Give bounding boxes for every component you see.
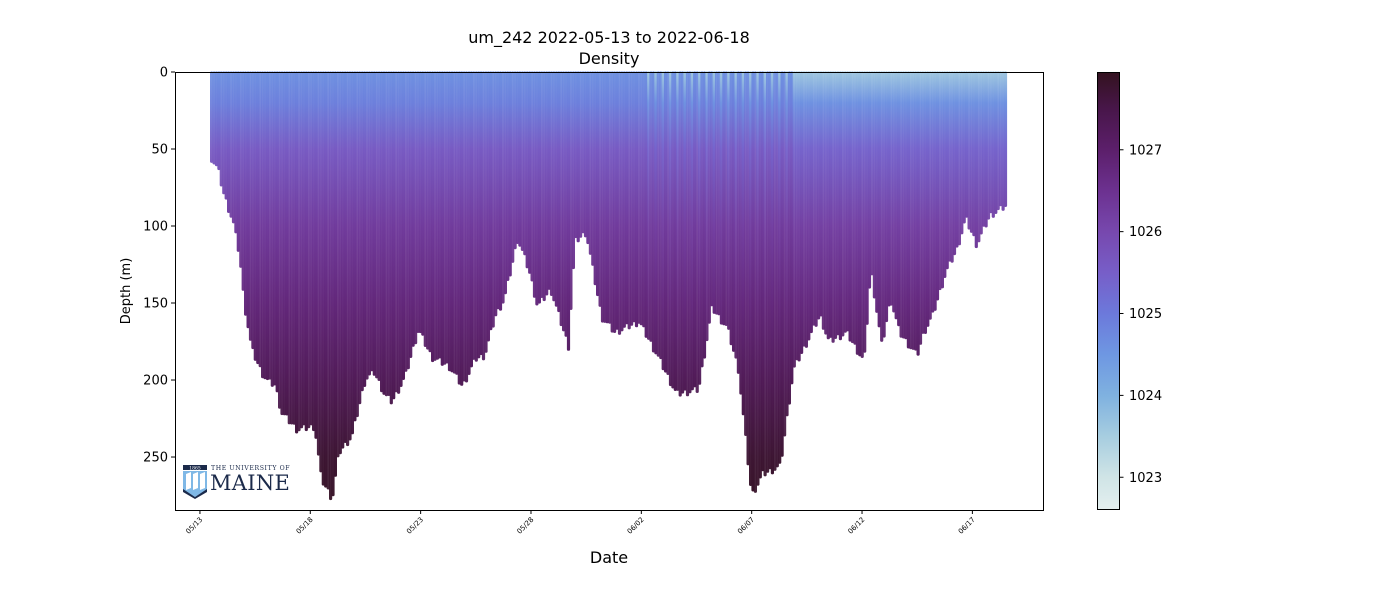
y-axis-label: Depth (m) <box>119 258 134 325</box>
x-axis-label: Date <box>590 548 628 567</box>
colorbar-tick-label: 1025 <box>1129 307 1162 322</box>
logo-book-icon <box>186 472 205 490</box>
y-tick-label: 200 <box>143 374 168 389</box>
colorbar-ticks: 1023 1024 1025 1026 1027 <box>1119 143 1162 486</box>
chart-title: um_242 2022-05-13 to 2022-06-18 <box>468 28 750 48</box>
chart-subtitle: Density <box>579 49 640 68</box>
logo-line1: THE UNIVERSITY OF <box>211 465 290 472</box>
x-tick-label: 06/12 <box>847 516 867 536</box>
logo-year-band <box>183 465 207 470</box>
y-axis-ticks: 0 50 100 150 200 250 <box>143 66 175 466</box>
colorbar-gradient <box>1097 72 1120 510</box>
x-tick-label: 05/13 <box>184 516 204 536</box>
x-tick-label: 06/17 <box>957 516 977 536</box>
logo-year: 1865 <box>189 466 201 472</box>
colorbar-tick-label: 1026 <box>1129 225 1162 240</box>
colorbar: 1023 1024 1025 1026 1027 <box>1097 72 1162 510</box>
plot-area-frame <box>175 72 1044 511</box>
logo-line2: MAINE <box>210 471 290 495</box>
x-axis-ticks: 05/13 05/18 05/23 05/28 06/02 06/07 06/12 06/17 <box>184 510 977 536</box>
y-tick-label: 0 <box>160 66 168 81</box>
colorbar-tick-label: 1027 <box>1129 143 1162 158</box>
logo-chevron-icon <box>183 489 207 499</box>
university-logo: 1865 THE UNIVERSITY OF MAINE <box>183 465 290 499</box>
y-tick-label: 150 <box>143 297 168 312</box>
profile-points <box>210 71 1008 501</box>
x-tick-label: 06/02 <box>626 516 646 536</box>
colorbar-tick-label: 1024 <box>1129 389 1162 404</box>
y-tick-label: 100 <box>143 220 168 235</box>
y-tick-label: 250 <box>143 451 168 466</box>
x-tick-label: 05/18 <box>295 516 315 536</box>
x-tick-label: 06/07 <box>736 516 756 536</box>
x-tick-label: 05/23 <box>405 516 425 536</box>
y-tick-label: 50 <box>151 143 168 158</box>
x-tick-label: 05/28 <box>515 516 535 536</box>
colorbar-tick-label: 1023 <box>1129 471 1162 486</box>
